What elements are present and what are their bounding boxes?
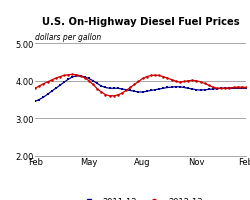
Legend: 2011-12, 2012-13: 2011-12, 2012-13 bbox=[75, 194, 205, 200]
Title: U.S. On-Highway Diesel Fuel Prices: U.S. On-Highway Diesel Fuel Prices bbox=[42, 17, 238, 27]
Text: dollars per gallon: dollars per gallon bbox=[35, 33, 101, 42]
